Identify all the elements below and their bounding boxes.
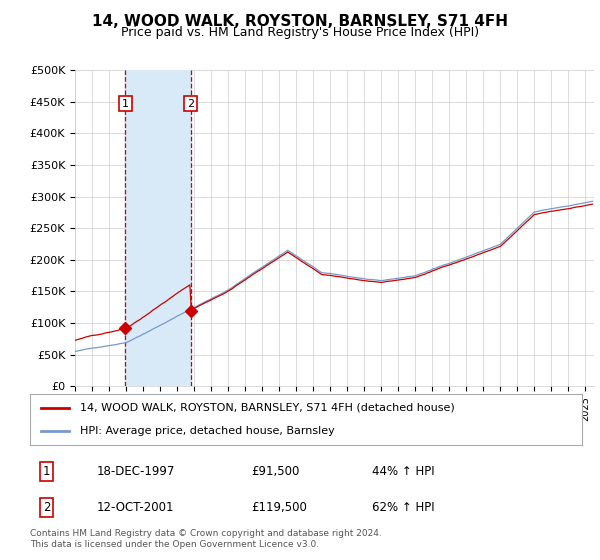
Text: 2: 2 (187, 99, 194, 109)
Text: £91,500: £91,500 (251, 465, 299, 478)
Text: Price paid vs. HM Land Registry's House Price Index (HPI): Price paid vs. HM Land Registry's House … (121, 26, 479, 39)
Text: 12-OCT-2001: 12-OCT-2001 (96, 501, 174, 514)
Bar (125, 70, 191, 386)
Text: 18-DEC-1997: 18-DEC-1997 (96, 465, 175, 478)
Text: 14, WOOD WALK, ROYSTON, BARNSLEY, S71 4FH (detached house): 14, WOOD WALK, ROYSTON, BARNSLEY, S71 4F… (80, 403, 454, 413)
Text: 62% ↑ HPI: 62% ↑ HPI (372, 501, 435, 514)
Text: HPI: Average price, detached house, Barnsley: HPI: Average price, detached house, Barn… (80, 426, 334, 436)
Text: £119,500: £119,500 (251, 501, 307, 514)
Text: 14, WOOD WALK, ROYSTON, BARNSLEY, S71 4FH: 14, WOOD WALK, ROYSTON, BARNSLEY, S71 4F… (92, 14, 508, 29)
Text: 44% ↑ HPI: 44% ↑ HPI (372, 465, 435, 478)
Text: 1: 1 (43, 465, 50, 478)
Text: Contains HM Land Registry data © Crown copyright and database right 2024.
This d: Contains HM Land Registry data © Crown c… (30, 529, 382, 549)
Text: 1: 1 (122, 99, 129, 109)
Text: 2: 2 (43, 501, 50, 514)
